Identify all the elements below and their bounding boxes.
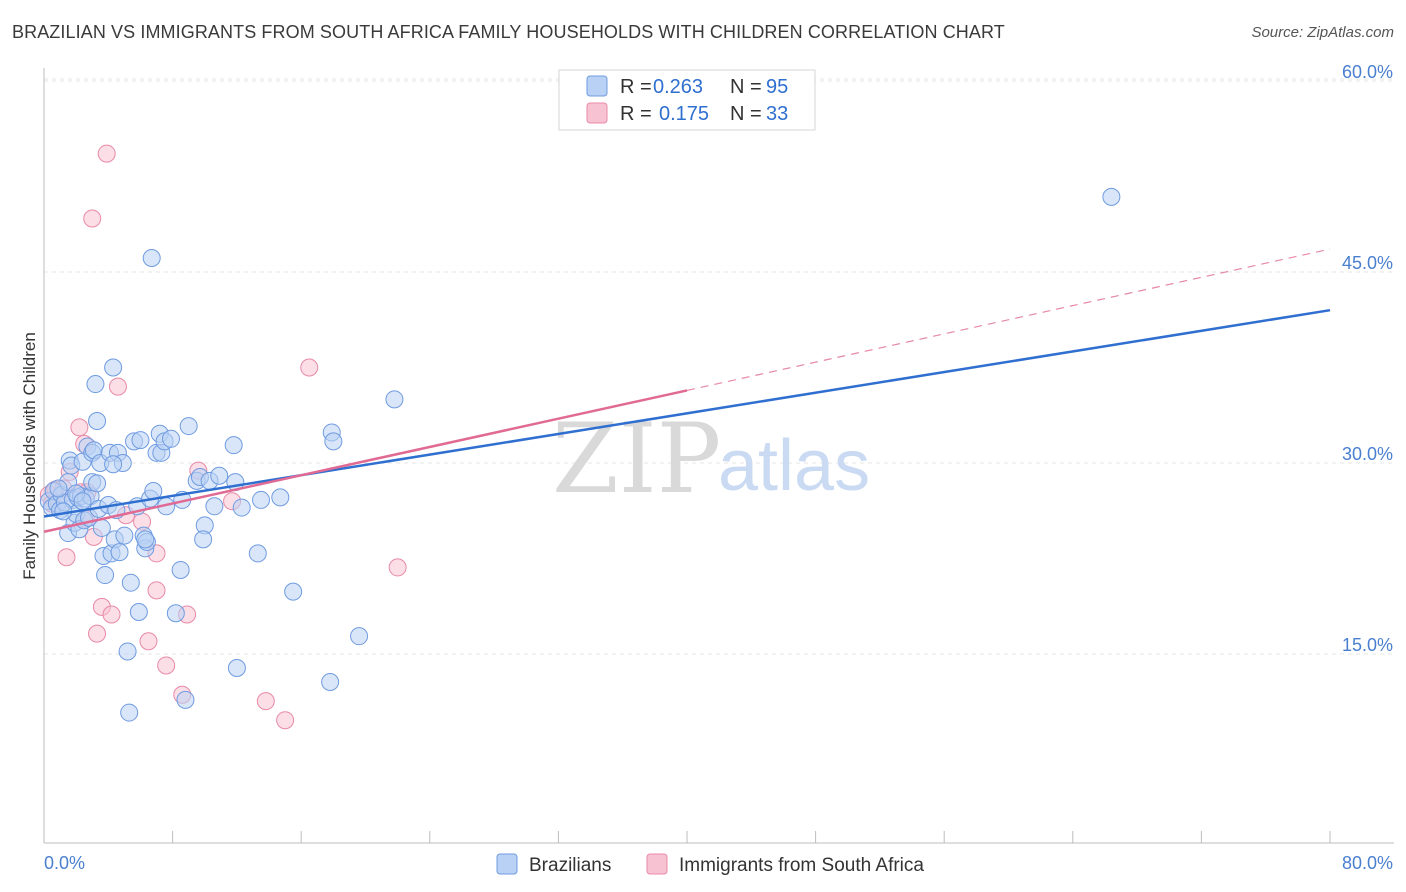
- point-brazilians: [171, 560, 190, 579]
- y-axis-label: Family Households with Children: [20, 332, 39, 580]
- point-immigrants: [256, 692, 275, 711]
- point-immigrants: [300, 358, 319, 377]
- legend-r-value-1: 0.263: [653, 76, 703, 98]
- point-immigrants: [57, 548, 76, 567]
- bottom-legend-brazilians: Brazilians: [529, 855, 611, 876]
- point-brazilians: [121, 573, 140, 592]
- point-immigrants: [88, 624, 107, 643]
- point-immigrants: [102, 605, 121, 624]
- point-brazilians: [115, 526, 134, 545]
- point-brazilians: [129, 602, 148, 621]
- y-tick-label: 30.0%: [1342, 444, 1393, 464]
- point-brazilians: [248, 544, 267, 563]
- axes: 15.0% 30.0% 45.0% 60.0% 0.0% 80.0%: [43, 62, 1394, 873]
- point-brazilians: [161, 429, 180, 448]
- point-brazilians: [284, 582, 303, 601]
- x-tick-label: 80.0%: [1342, 853, 1393, 873]
- point-brazilians: [324, 432, 343, 451]
- point-brazilians: [210, 466, 229, 485]
- y-tick-label: 60.0%: [1342, 62, 1393, 82]
- legend-swatch-pink: [586, 102, 608, 124]
- point-brazilians: [49, 479, 68, 498]
- trend-line-brazilians: [43, 308, 1331, 518]
- bottom-legend-swatch-blue: [496, 853, 518, 875]
- point-immigrants: [83, 209, 102, 228]
- point-brazilians: [1102, 187, 1121, 206]
- bottom-legend-swatch-pink: [646, 853, 668, 875]
- trend-line-immigrants-extension: [686, 248, 1331, 392]
- legend-n-label-2: N =: [730, 103, 762, 125]
- point-immigrants: [147, 581, 166, 600]
- point-brazilians: [131, 431, 150, 450]
- legend-n-label-1: N =: [730, 76, 762, 98]
- legend-swatch-blue: [586, 75, 608, 97]
- point-brazilians: [232, 498, 251, 517]
- watermark-zip: ZIP: [552, 403, 721, 515]
- point-brazilians: [88, 474, 107, 493]
- point-immigrants: [70, 418, 89, 437]
- series-brazilians-points: [39, 187, 1121, 722]
- point-brazilians: [205, 497, 224, 516]
- point-brazilians: [350, 627, 369, 646]
- point-brazilians: [166, 604, 185, 623]
- point-brazilians: [96, 566, 115, 585]
- watermark-atlas: atlas: [718, 426, 870, 506]
- point-brazilians: [120, 703, 139, 722]
- point-brazilians: [136, 530, 155, 549]
- point-brazilians: [224, 436, 243, 455]
- series-legend: Brazilians Immigrants from South Africa: [496, 853, 924, 876]
- point-brazilians: [104, 358, 123, 377]
- point-brazilians: [385, 390, 404, 409]
- point-immigrants: [388, 558, 407, 577]
- point-brazilians: [73, 492, 92, 511]
- point-brazilians: [86, 375, 105, 394]
- series-immigrants-points: [39, 94, 597, 730]
- y-tick-label: 45.0%: [1342, 253, 1393, 273]
- point-brazilians: [321, 673, 340, 692]
- chart-title: BRAZILIAN VS IMMIGRANTS FROM SOUTH AFRIC…: [12, 22, 1005, 42]
- legend-r-label-2: R =: [620, 103, 652, 125]
- point-immigrants: [157, 656, 176, 675]
- point-brazilians: [142, 248, 161, 267]
- point-brazilians: [118, 642, 137, 661]
- legend-n-value-1: 95: [766, 76, 788, 98]
- legend-r-label-1: R =: [620, 76, 652, 98]
- stats-legend: R = 0.263 N = 95 R = 0.175 N = 33: [558, 69, 816, 131]
- point-brazilians: [252, 490, 271, 509]
- y-tick-label: 15.0%: [1342, 635, 1393, 655]
- legend-n-value-2: 33: [766, 103, 788, 125]
- source-label: Source: ZipAtlas.com: [1251, 24, 1394, 41]
- legend-r-value-2: 0.175: [659, 103, 709, 125]
- point-immigrants: [108, 377, 127, 396]
- point-brazilians: [179, 417, 198, 436]
- watermark: ZIP atlas: [552, 403, 870, 515]
- point-immigrants: [97, 144, 116, 163]
- point-brazilians: [194, 530, 213, 549]
- grid-lines: [44, 78, 1394, 655]
- trend-line-immigrants: [43, 389, 688, 533]
- point-brazilians: [176, 690, 195, 709]
- point-brazilians: [110, 543, 129, 562]
- point-brazilians: [88, 411, 107, 430]
- trend-lines: [43, 248, 1331, 533]
- point-brazilians: [104, 455, 123, 474]
- point-immigrants: [139, 632, 158, 651]
- x-tick-label: 0.0%: [44, 853, 85, 873]
- point-immigrants: [276, 711, 295, 730]
- point-brazilians: [227, 659, 246, 678]
- point-brazilians: [271, 488, 290, 507]
- bottom-legend-immigrants: Immigrants from South Africa: [679, 855, 924, 876]
